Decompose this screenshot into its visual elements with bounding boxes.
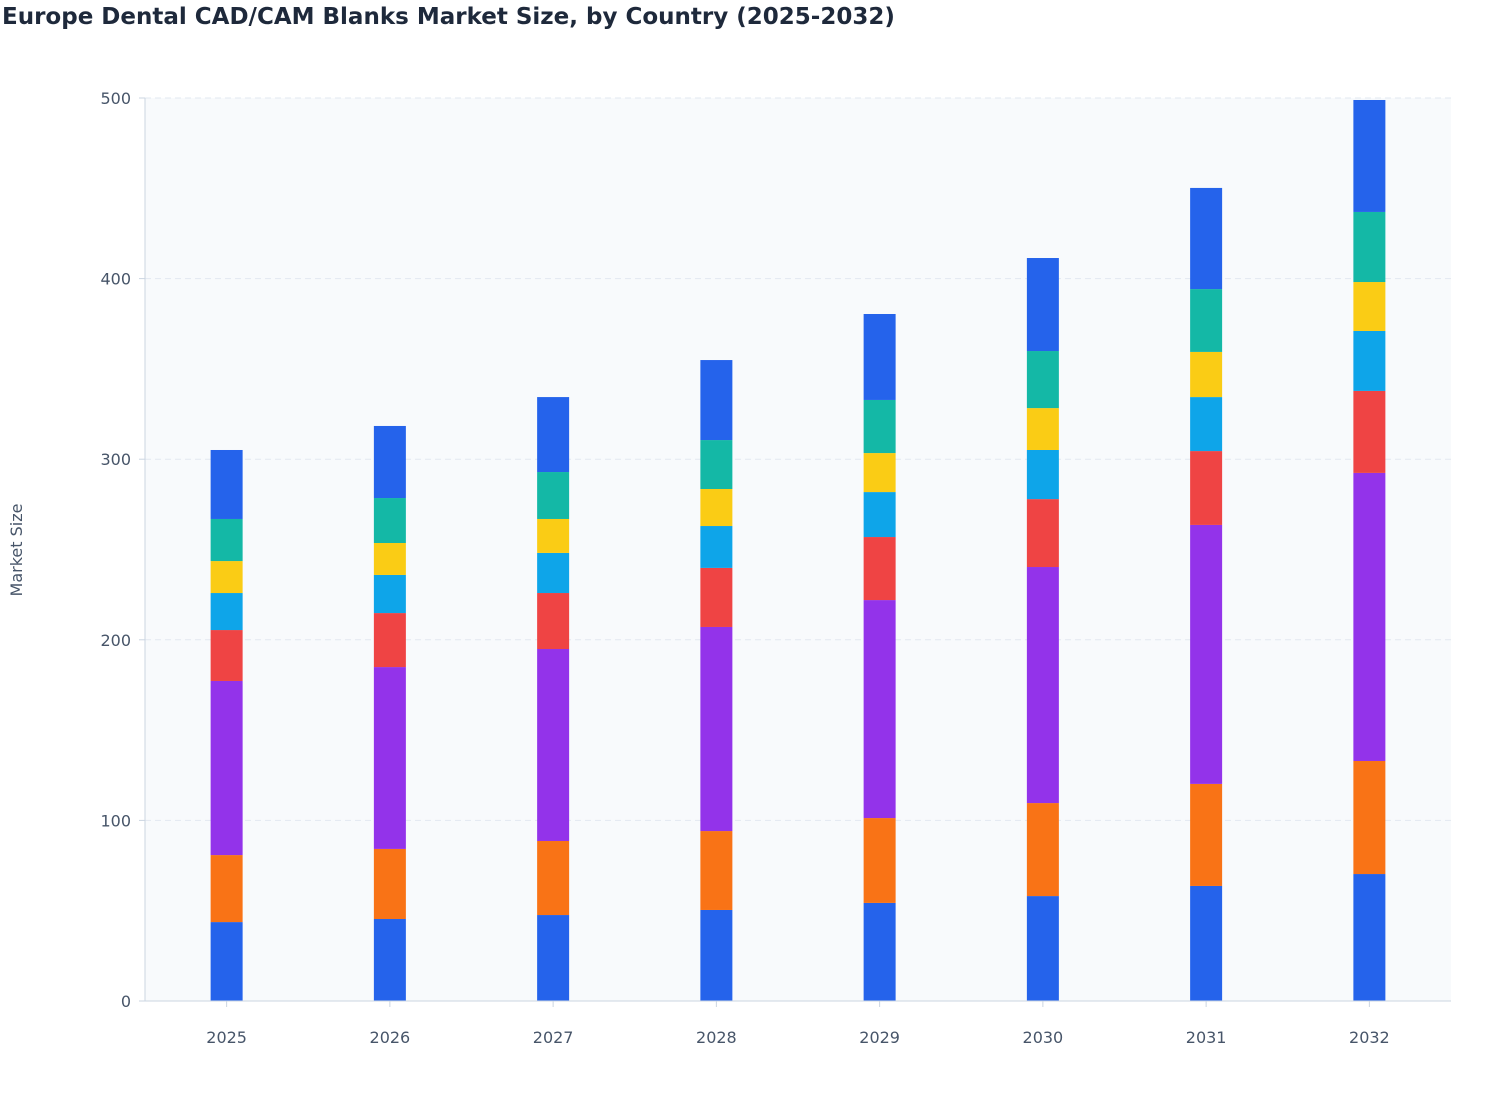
bar-segment-2029-5 [863, 453, 896, 493]
bar-segment-2029-0 [863, 902, 896, 1001]
bar-segment-2028-6 [700, 440, 733, 489]
bar-segment-2025-1 [210, 855, 243, 923]
bar-segment-2031-7 [1190, 187, 1223, 290]
bar-segment-2028-5 [700, 488, 733, 527]
bar-segment-2026-3 [373, 613, 406, 668]
bar-segment-2029-6 [863, 399, 896, 454]
bar-segment-2025-0 [210, 922, 243, 1001]
bar-segment-2029-7 [863, 313, 896, 400]
bar-segment-2030-2 [1026, 567, 1059, 804]
bar-segment-2032-4 [1353, 330, 1386, 391]
y-tick-label: 100 [100, 811, 131, 830]
bar-segment-2027-3 [537, 593, 570, 650]
bar-segment-2025-3 [210, 630, 243, 681]
plot-area [145, 98, 1451, 1001]
bar-segment-2031-3 [1190, 451, 1223, 525]
bar-segment-2030-6 [1026, 351, 1059, 409]
bar-segment-2030-1 [1026, 803, 1059, 897]
bar-segment-2028-4 [700, 526, 733, 568]
y-tick-label: 400 [100, 270, 131, 289]
bar-segment-2031-6 [1190, 289, 1223, 352]
bar-segment-2027-6 [537, 472, 570, 519]
bar-segment-2028-3 [700, 567, 733, 627]
bar-segment-2029-3 [863, 537, 896, 601]
x-tick-label: 2030 [1023, 1028, 1064, 1047]
bar-segment-2028-0 [700, 909, 733, 1001]
bar-segment-2026-0 [373, 919, 406, 1001]
bar-segment-2025-7 [210, 449, 243, 519]
y-tick-label: 200 [100, 631, 131, 650]
bar-segment-2027-7 [537, 397, 570, 473]
y-axis-label: Market Size [7, 504, 26, 597]
bar-segment-2026-1 [373, 848, 406, 920]
bar-segment-2026-4 [373, 574, 406, 614]
bar-segment-2029-1 [863, 818, 896, 903]
bar-segment-2031-5 [1190, 351, 1223, 398]
bar-segment-2028-7 [700, 360, 733, 441]
x-tick-label: 2025 [206, 1028, 247, 1047]
bar-segment-2032-1 [1353, 760, 1386, 875]
chart-title: Europe Dental CAD/CAM Blanks Market Size… [2, 4, 895, 30]
bar-segment-2027-2 [537, 649, 570, 841]
bar-segment-2026-7 [373, 425, 406, 499]
bar-segment-2032-3 [1353, 390, 1386, 473]
x-tick-label: 2031 [1186, 1028, 1227, 1047]
bar-segment-2026-2 [373, 667, 406, 849]
bar-segment-2030-3 [1026, 499, 1059, 568]
bar-segment-2029-4 [863, 492, 896, 538]
x-tick-label: 2032 [1349, 1028, 1390, 1047]
bar-segment-2031-4 [1190, 397, 1223, 452]
bar-segment-2032-6 [1353, 211, 1386, 283]
bar-segment-2029-2 [863, 600, 896, 819]
bar-segment-2032-2 [1353, 472, 1386, 761]
y-tick-label: 500 [100, 89, 131, 108]
bar-segment-2027-4 [537, 552, 570, 594]
y-tick-label: 300 [100, 450, 131, 469]
bar-segment-2030-4 [1026, 449, 1059, 500]
x-tick-label: 2027 [533, 1028, 574, 1047]
bar-segment-2030-0 [1026, 896, 1059, 1001]
bar-segment-2025-2 [210, 680, 243, 856]
bar-segment-2032-0 [1353, 874, 1386, 1001]
bar-segment-2027-5 [537, 518, 570, 553]
bar-segment-2030-7 [1026, 258, 1059, 352]
bar-segment-2025-6 [210, 518, 243, 562]
bar-segment-2030-5 [1026, 408, 1059, 450]
bar-segment-2026-6 [373, 498, 406, 543]
y-tick-label: 0 [121, 992, 131, 1011]
bar-segment-2032-5 [1353, 282, 1386, 331]
bar-segment-2028-1 [700, 831, 733, 910]
bar-segment-2032-7 [1353, 99, 1386, 212]
x-tick-label: 2026 [370, 1028, 411, 1047]
bar-segment-2031-1 [1190, 783, 1223, 886]
bar-segment-2031-0 [1190, 885, 1223, 1001]
bar-segment-2026-5 [373, 542, 406, 575]
bar-segment-2025-4 [210, 593, 243, 631]
bar-segment-2027-0 [537, 915, 570, 1001]
bar-segment-2027-1 [537, 840, 570, 916]
bar-segment-2025-5 [210, 561, 243, 594]
x-tick-label: 2028 [696, 1028, 737, 1047]
bar-segment-2028-2 [700, 626, 733, 832]
bar-segment-2031-2 [1190, 524, 1223, 784]
x-tick-label: 2029 [859, 1028, 900, 1047]
